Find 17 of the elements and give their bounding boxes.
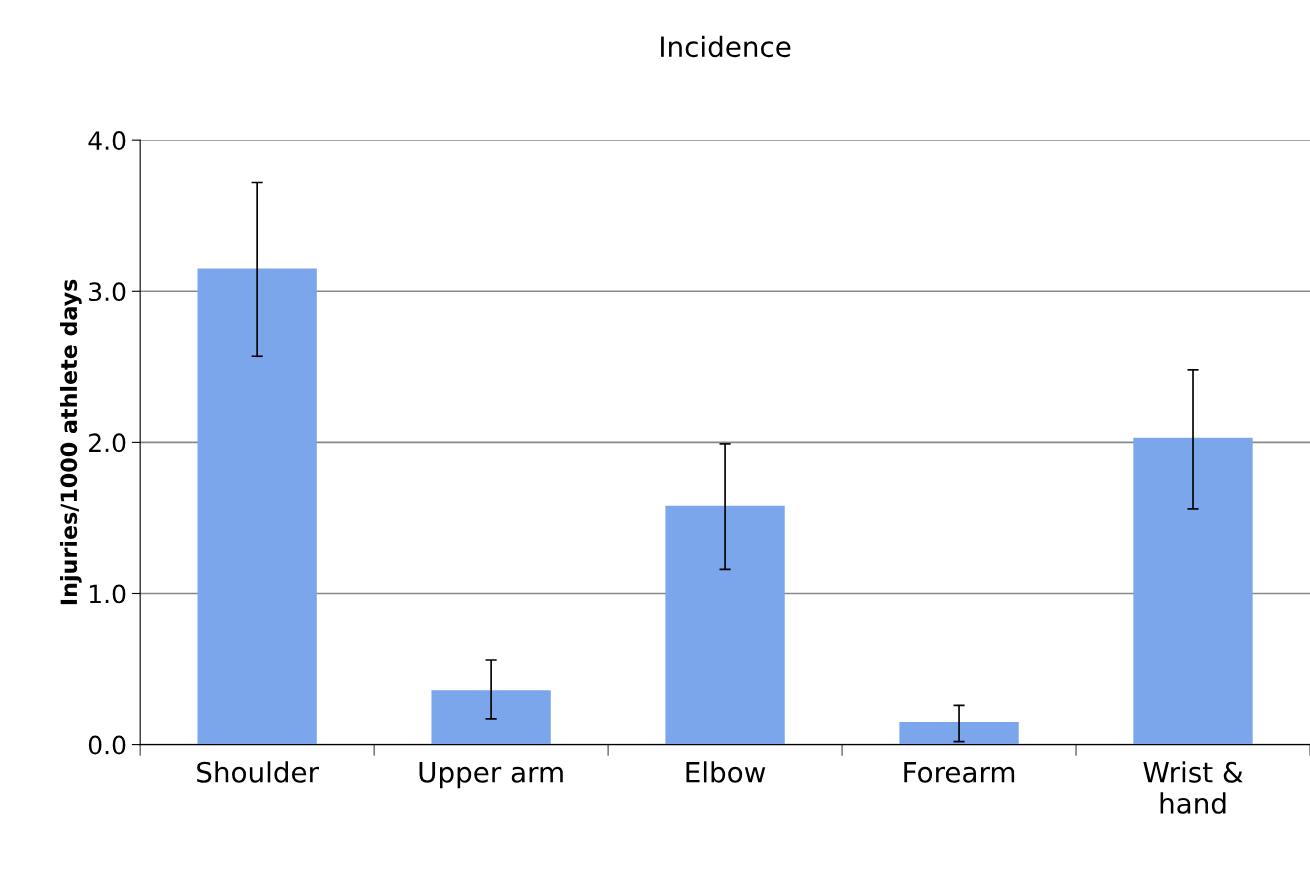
x-tick-label: Shoulder: [197, 761, 319, 783]
y-tick-label: 4.0: [88, 131, 126, 151]
bar: [431, 690, 551, 745]
y-tick-label: 3.0: [89, 282, 126, 302]
y-tick-label: 2.0: [89, 433, 126, 453]
bar: [899, 721, 1019, 745]
bar: [197, 268, 317, 745]
y-tick-label: 0.0: [88, 735, 126, 755]
bar: [665, 505, 785, 745]
x-tick-label: Elbow: [686, 761, 766, 783]
chart-title: Incidence: [661, 35, 791, 58]
bar: [1133, 437, 1253, 745]
x-tick-label: Wrist & hand: [1143, 761, 1243, 814]
x-tick-label: Upper arm: [419, 762, 563, 789]
x-tick-label: Forearm: [904, 762, 1015, 783]
y-tick-label: 1.0: [89, 584, 126, 604]
y-axis-title: Injuries/1000 athlete days: [59, 279, 82, 605]
